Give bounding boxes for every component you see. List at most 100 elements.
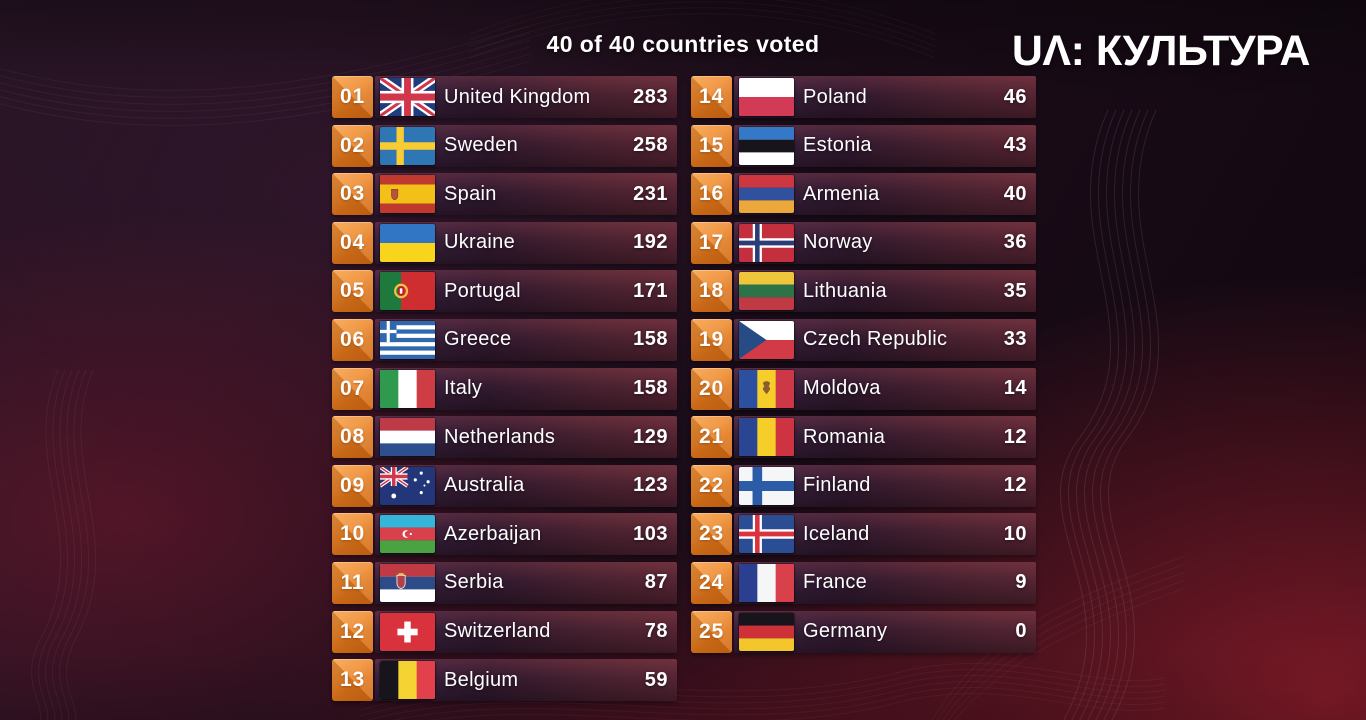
rank-number: 22: [699, 473, 724, 497]
country-score-bar: Spain 231: [375, 173, 677, 216]
rank-badge: 24: [691, 561, 732, 604]
rank-badge: 03: [332, 173, 373, 216]
country-name: Iceland: [803, 522, 870, 545]
rank-number: 05: [340, 279, 365, 303]
country-name: Norway: [803, 231, 873, 254]
channel-logo: UΛ: КУЛЬТУРА: [1011, 27, 1311, 75]
scoreboard-row: 25 Germany 0: [691, 610, 1036, 653]
country-score: 258: [633, 134, 668, 157]
rank-badge: 21: [691, 416, 732, 459]
country-score: 10: [1003, 522, 1027, 545]
country-name: Germany: [803, 620, 888, 643]
flag-icon-finland: [739, 466, 794, 505]
country-score: 123: [633, 474, 668, 497]
country-score: 14: [1003, 377, 1027, 400]
rank-badge: 09: [332, 464, 373, 507]
flag-icon-lithuania: [739, 272, 794, 311]
flag-icon-italy: [380, 369, 435, 408]
flag-icon-serbia: [380, 563, 435, 602]
rank-badge: 18: [691, 270, 732, 313]
country-score-bar: Czech Republic 33: [734, 318, 1036, 361]
scoreboard-row: 13 Belgium 59: [332, 659, 677, 702]
country-score-bar: Lithuania 35: [734, 270, 1036, 313]
country-name: France: [803, 571, 868, 594]
scoreboard-row: 19 Czech Republic 33: [691, 318, 1036, 361]
scoreboard-row: 05 Portugal 171: [332, 270, 677, 313]
rank-number: 15: [699, 133, 724, 157]
rank-number: 07: [340, 376, 365, 400]
rank-badge: 06: [332, 318, 373, 361]
rank-badge: 22: [691, 464, 732, 507]
rank-number: 12: [340, 619, 365, 643]
country-score: 35: [1003, 279, 1027, 302]
flag-icon-australia: [380, 466, 435, 505]
scoreboard-row: 20 Moldova 14: [691, 367, 1036, 410]
country-score: 59: [644, 668, 668, 691]
scoreboard-row: 15 Estonia 43: [691, 124, 1036, 167]
flag-icon-poland: [739, 78, 794, 116]
country-name: Finland: [803, 474, 871, 497]
country-score: 12: [1003, 474, 1027, 497]
scoreboard-column-left: 01 United Kingdom 283 02 Sweden 258 03 Spain 231…: [332, 76, 677, 702]
country-score-bar: Norway 36: [734, 221, 1036, 264]
scoreboard-row: 24 France 9: [691, 561, 1036, 604]
rank-number: 09: [340, 473, 365, 497]
rank-badge: 12: [332, 610, 373, 653]
country-name: Spain: [444, 182, 497, 205]
country-score: 87: [644, 571, 668, 594]
flag-icon-greece: [380, 320, 435, 359]
country-name: Estonia: [803, 134, 872, 157]
rank-number: 19: [699, 327, 724, 351]
country-score: 231: [633, 182, 668, 205]
scoreboard-row: 16 Armenia 40: [691, 173, 1036, 216]
rank-number: 06: [340, 327, 365, 351]
scoreboard-row: 11 Serbia 87: [332, 561, 677, 604]
country-score: 46: [1003, 85, 1027, 108]
rank-number: 14: [699, 85, 724, 108]
country-score-bar: France 9: [734, 561, 1036, 604]
rank-badge: 05: [332, 270, 373, 313]
scoreboard-row: 22 Finland 12: [691, 464, 1036, 507]
rank-badge: 07: [332, 367, 373, 410]
country-name: Romania: [803, 425, 886, 448]
rank-badge: 11: [332, 561, 373, 604]
flag-icon-azerbaijan: [380, 515, 435, 554]
scoreboard-row: 17 Norway 36: [691, 221, 1036, 264]
country-score: 129: [633, 425, 668, 448]
country-score: 171: [633, 279, 668, 302]
country-score-bar: Azerbaijan 103: [375, 513, 677, 556]
rank-number: 01: [340, 85, 365, 108]
country-score: 36: [1003, 231, 1027, 254]
country-score-bar: Netherlands 129: [375, 416, 677, 459]
rank-number: 18: [699, 279, 724, 303]
scoreboard-row: 08 Netherlands 129: [332, 416, 677, 459]
rank-badge: 16: [691, 173, 732, 216]
scoreboard-row: 01 United Kingdom 283: [332, 76, 677, 118]
country-score-bar: Iceland 10: [734, 513, 1036, 556]
flag-icon-portugal: [380, 272, 435, 311]
country-name: Netherlands: [444, 425, 556, 448]
scoreboard-row: 07 Italy 158: [332, 367, 677, 410]
country-name: Lithuania: [803, 279, 887, 302]
flag-icon-iceland: [739, 515, 794, 554]
country-name: Azerbaijan: [444, 522, 542, 545]
flag-icon-switzerland: [380, 612, 435, 651]
flag-icon-spain: [380, 175, 435, 214]
rank-badge: 15: [691, 124, 732, 167]
country-score-bar: United Kingdom 283: [375, 76, 677, 118]
country-score-bar: Armenia 40: [734, 173, 1036, 216]
rank-number: 04: [340, 230, 365, 254]
country-score-bar: Australia 123: [375, 464, 677, 507]
country-name: Czech Republic: [803, 328, 948, 351]
rank-number: 13: [340, 668, 365, 692]
country-score: 192: [633, 231, 668, 254]
country-score: 78: [644, 620, 668, 643]
flag-icon-armenia: [739, 175, 794, 214]
flag-icon-moldova: [739, 369, 794, 408]
scoreboard-row: 10 Azerbaijan 103: [332, 513, 677, 556]
country-name: Serbia: [444, 571, 504, 594]
country-name: Australia: [444, 474, 525, 497]
